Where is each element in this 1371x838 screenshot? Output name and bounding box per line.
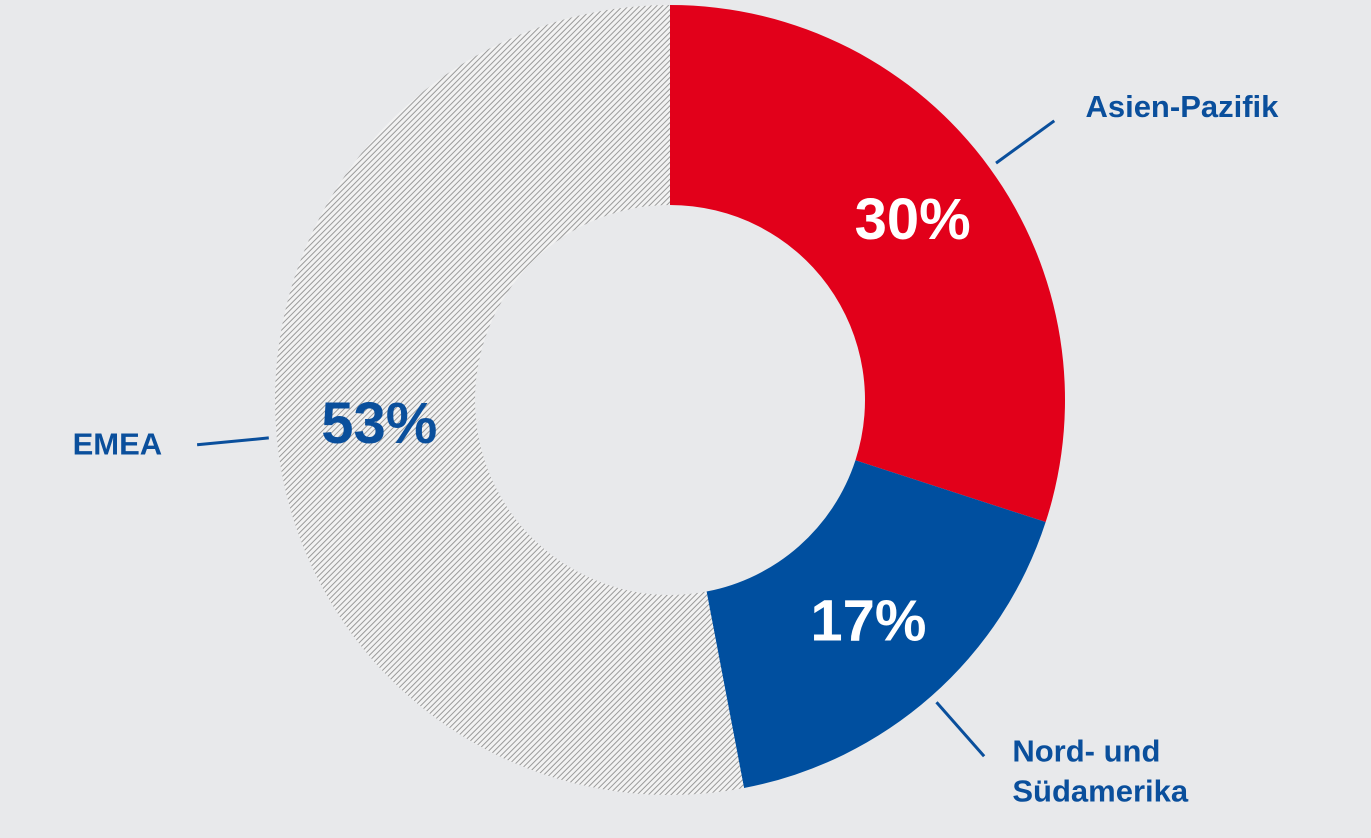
value-label: 17% — [810, 588, 926, 653]
value-label: 53% — [321, 391, 437, 456]
category-label: Asien-Pazifik — [1085, 89, 1279, 124]
category-label: Nord- und Südamerika — [1012, 733, 1189, 808]
leader-line — [196, 436, 269, 447]
value-label: 30% — [855, 187, 971, 252]
category-label: EMEA — [73, 427, 163, 462]
donut-segment — [275, 5, 745, 795]
leader-line — [935, 701, 986, 758]
donut-segment — [670, 5, 1066, 523]
leader-line — [995, 119, 1056, 165]
donut-segment — [706, 460, 1046, 789]
